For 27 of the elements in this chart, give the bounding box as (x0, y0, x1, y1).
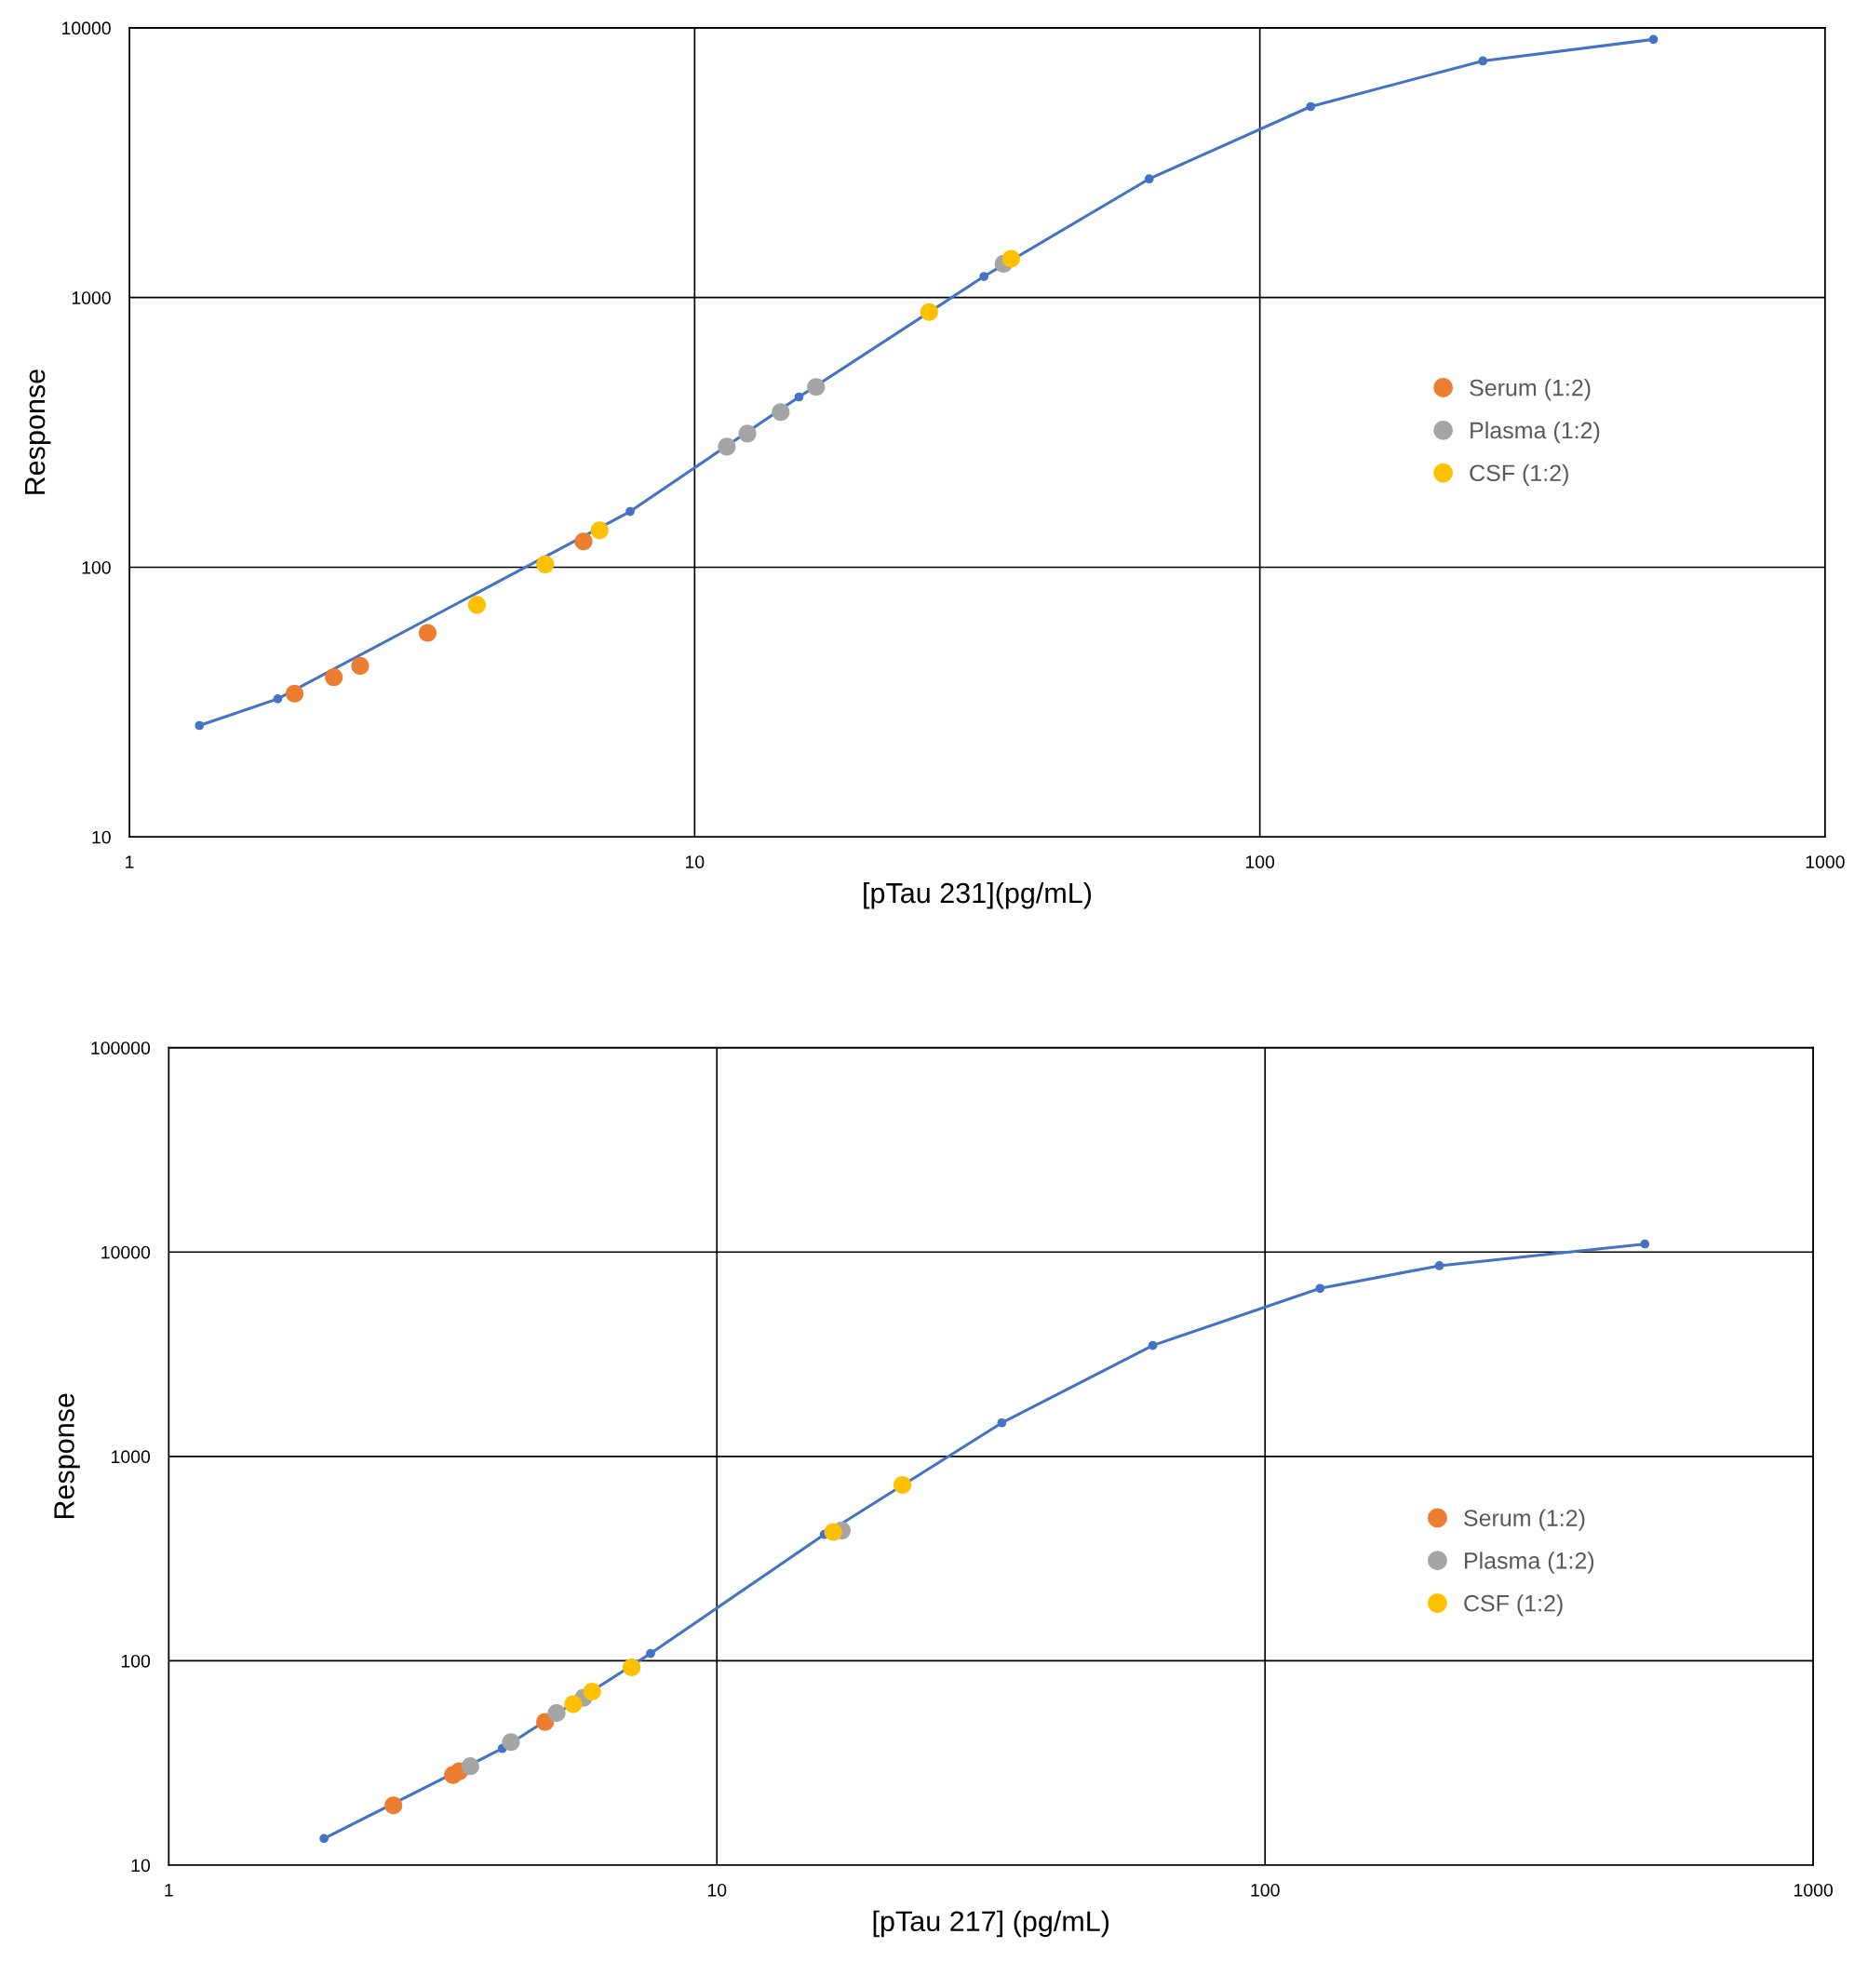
y-tick-label: 10000 (101, 1245, 151, 1259)
y-tick-label: 10 (92, 830, 111, 844)
legend-label: Serum (1:2) (1464, 1509, 1585, 1531)
y-tick-label: 10000 (62, 21, 111, 35)
y-tick-label: 1000 (112, 1450, 151, 1464)
legend-label: Serum (1:2) (1470, 379, 1591, 401)
x-tick-label: 1000 (1806, 855, 1845, 868)
y-tick-label: 10 (131, 1859, 151, 1873)
x-tick-label: 10 (707, 1883, 727, 1897)
legend-label: CSF (1:2) (1464, 1594, 1563, 1617)
x-tick-label: 1 (165, 1884, 173, 1897)
legend-label: CSF (1:2) (1470, 463, 1568, 487)
x-tick-label: 10 (686, 855, 705, 868)
y-axis-title: Response (54, 1393, 80, 1519)
x-axis-title: [pTau 217] (pg/mL) (873, 1910, 1109, 1938)
y-tick-label: 100000 (91, 1041, 151, 1054)
legend-label: Plasma (1:2) (1465, 1551, 1594, 1574)
y-tick-label: 100 (82, 560, 111, 574)
y-axis-title: Response (25, 369, 51, 494)
y-tick-label: 100 (121, 1654, 151, 1668)
x-tick-label: 1 (126, 855, 134, 868)
legend-label: Plasma (1:2) (1471, 421, 1600, 444)
y-tick-label: 1000 (72, 291, 111, 304)
x-axis-title: [pTau 231](pg/mL) (864, 881, 1092, 909)
x-tick-label: 100 (1245, 855, 1275, 868)
x-tick-label: 1000 (1794, 1883, 1834, 1897)
x-tick-label: 100 (1251, 1883, 1280, 1897)
